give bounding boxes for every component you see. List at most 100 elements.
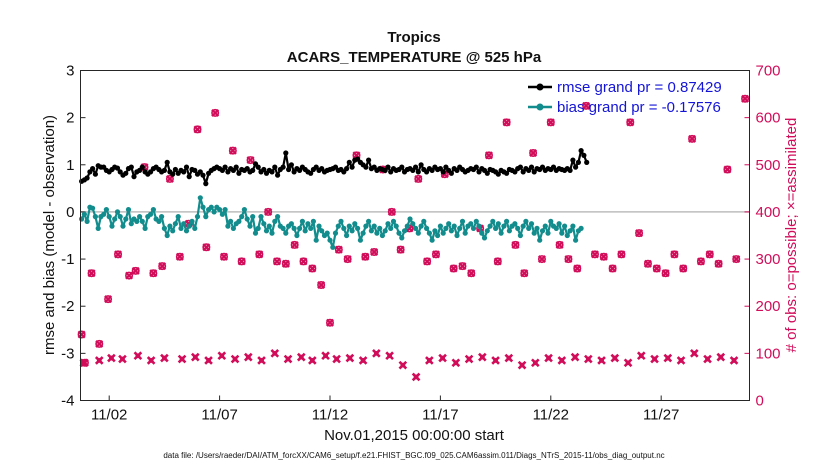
bias-point	[263, 228, 270, 234]
bias-point	[553, 225, 559, 231]
obs-assimilated-dot	[546, 355, 551, 361]
obs-possible-point	[573, 264, 582, 273]
right-axis-tick-label: 200	[756, 298, 781, 315]
rmse-point	[222, 164, 228, 170]
obs-possible-cross	[361, 252, 370, 261]
obs-possible-cross	[741, 94, 750, 103]
rmse-point	[575, 159, 582, 165]
bias-point	[239, 214, 245, 220]
rmse-point	[399, 164, 405, 170]
bias-point	[275, 214, 281, 220]
obs-possible-series	[77, 94, 750, 367]
obs-assimilated-dot	[285, 356, 291, 362]
rmse-point	[418, 162, 424, 168]
bias-point	[255, 225, 261, 231]
bias-point	[266, 223, 272, 229]
bias-point	[90, 205, 96, 211]
obs-possible-point	[723, 165, 732, 174]
obs-possible-point	[696, 257, 705, 266]
obs-assimilated-dot	[192, 354, 198, 360]
bias-point	[258, 214, 264, 220]
bias-point	[192, 225, 198, 231]
obs-possible-point	[255, 250, 264, 259]
bias-point	[178, 225, 184, 231]
obs-possible-cross	[228, 146, 237, 155]
obs-possible-point	[458, 262, 467, 271]
obs-possible-cross	[414, 174, 423, 183]
rmse-point	[128, 164, 134, 170]
bias-point	[341, 225, 347, 231]
obs-assimilated-dot	[323, 353, 328, 359]
obs-assimilated-dot	[559, 358, 565, 363]
obs-possible-cross	[423, 257, 432, 266]
rmse-point	[250, 167, 256, 173]
bias-point	[117, 214, 123, 220]
rmse-point	[495, 171, 501, 177]
obs-possible-cross	[679, 264, 688, 273]
bias-point	[564, 232, 570, 239]
obs-possible-point	[449, 264, 458, 273]
obs-assimilated-dot	[599, 358, 604, 363]
bias-point	[230, 225, 236, 231]
rmse-point	[385, 164, 391, 170]
bias-point	[335, 223, 341, 229]
obs-assimilated-dot	[691, 350, 697, 356]
obs-assimilated-dot	[479, 354, 485, 360]
obs-possible-cross	[326, 318, 334, 327]
obs-possible-point	[95, 339, 104, 348]
rmse-point	[233, 164, 239, 170]
bias-point	[520, 223, 526, 229]
bias-point	[148, 211, 154, 217]
obs-possible-cross	[617, 250, 626, 259]
bias-point	[181, 221, 187, 227]
bias-point	[443, 225, 449, 231]
obs-possible-cross	[175, 252, 184, 261]
rmse-point	[181, 169, 187, 175]
bias-point	[79, 216, 85, 222]
obs-possible-point	[546, 118, 555, 127]
bias-point	[175, 214, 181, 220]
obs-possible-cross	[723, 165, 732, 174]
obs-possible-cross	[520, 269, 529, 278]
left-axis-tick-label: 1	[66, 157, 74, 174]
rmse-point	[440, 169, 446, 175]
bias-point	[101, 211, 107, 217]
bias-point	[435, 232, 441, 239]
obs-possible-cross	[608, 264, 617, 273]
right-axis-tick-label: 400	[756, 204, 781, 221]
obs-assimilated-dot	[718, 354, 724, 360]
rmse-point	[275, 172, 281, 178]
obs-assimilated-dot	[360, 358, 366, 363]
obs-possible-cross	[299, 257, 308, 266]
bias-point	[291, 225, 297, 231]
rmse-point	[308, 170, 314, 176]
bias-point	[476, 223, 482, 229]
rmse-point	[200, 172, 206, 178]
bias-point	[446, 221, 452, 227]
bias-point	[106, 214, 112, 220]
obs-possible-cross	[714, 259, 723, 268]
left-axis-tick-label: -3	[61, 345, 74, 362]
bias-point	[562, 223, 568, 229]
chart-title: Tropics	[387, 29, 440, 46]
left-axis-tick-label: -1	[61, 251, 74, 268]
bias-point	[228, 218, 234, 224]
bias-point	[534, 225, 540, 231]
bias-point	[473, 218, 479, 224]
right-axis-tick-labels: 0 100 200 300 400 500 600 700	[756, 63, 781, 410]
obs-possible-point	[387, 207, 396, 216]
obs-assimilated-dot	[440, 355, 445, 361]
bias-point	[170, 228, 176, 234]
obs-assimilated-dot	[334, 356, 340, 362]
bias-point	[142, 225, 148, 231]
obs-possible-point	[529, 149, 538, 158]
rmse-point	[280, 164, 286, 170]
plot-frame	[80, 70, 750, 401]
obs-possible-point	[635, 229, 644, 238]
obs-possible-cross	[590, 250, 599, 259]
bias-point	[236, 218, 242, 224]
obs-possible-point	[626, 118, 635, 127]
bias-point	[203, 214, 209, 220]
bias-point	[217, 207, 223, 213]
